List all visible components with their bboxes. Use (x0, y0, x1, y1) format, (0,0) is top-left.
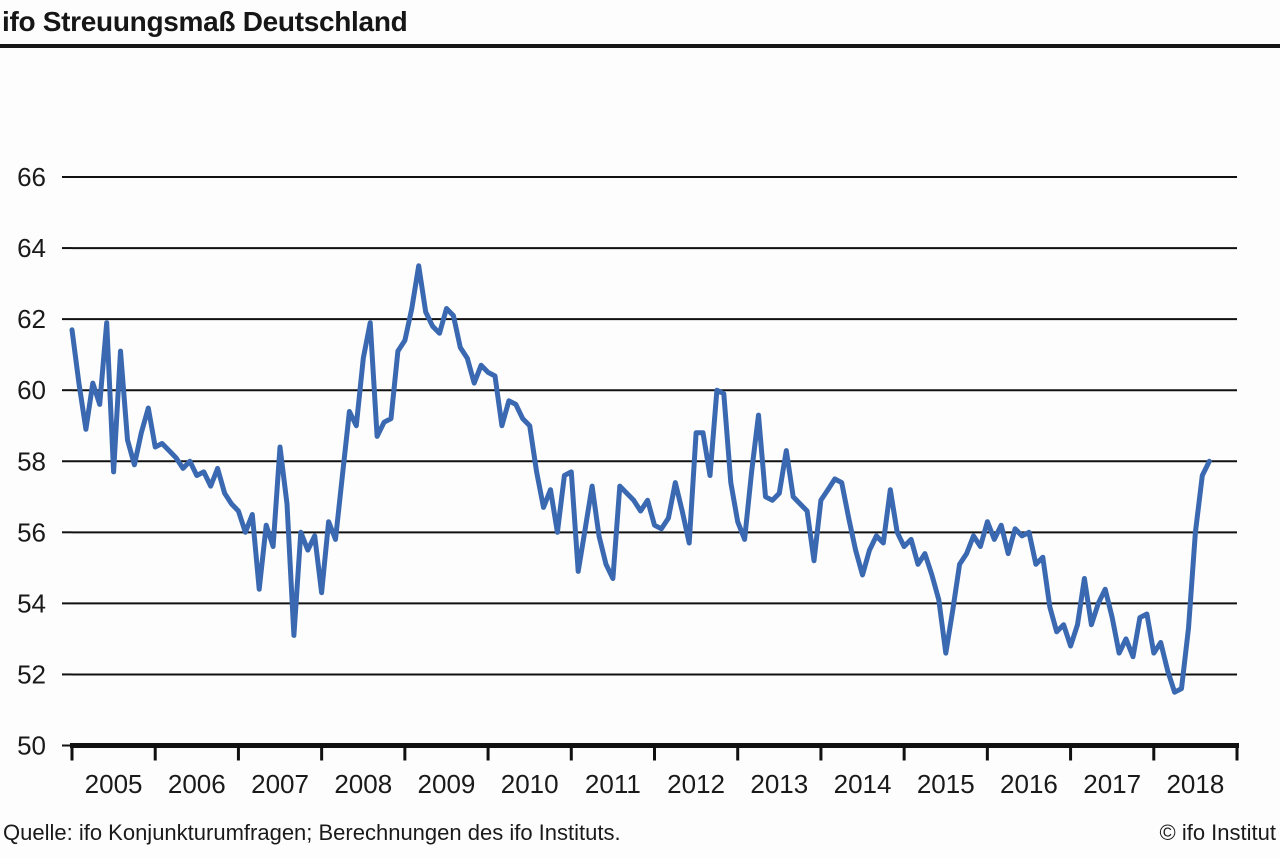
x-tick-label: 2018 (1166, 769, 1224, 799)
x-tick-label: 2010 (501, 769, 559, 799)
y-tick-label: 54 (17, 588, 46, 618)
y-tick-label: 64 (17, 233, 46, 263)
x-tick-label: 2006 (168, 769, 226, 799)
series-line (69, 263, 1212, 695)
x-tick-label: 2007 (251, 769, 309, 799)
x-tick-label: 2008 (334, 769, 392, 799)
copyright-note: © ifo Institut (1159, 820, 1276, 845)
y-tick-label: 56 (17, 517, 46, 547)
title-rule-divider (0, 44, 1280, 48)
x-tick-label: 2012 (667, 769, 725, 799)
x-tick-label: 2005 (85, 769, 143, 799)
x-tick-label: 2017 (1083, 769, 1141, 799)
x-tick-label: 2014 (834, 769, 892, 799)
page-title: ifo Streuungsmaß Deutschland (2, 6, 408, 37)
x-tick-label: 2011 (585, 769, 641, 799)
y-tick-label: 58 (17, 446, 46, 476)
y-tick-label: 52 (17, 659, 46, 689)
x-tick-label: 2015 (917, 769, 975, 799)
y-tick-label: 66 (17, 162, 46, 192)
source-note: Quelle: ifo Konjunkturumfragen; Berechnu… (3, 820, 621, 845)
y-tick-label: 50 (17, 731, 46, 761)
y-tick-label: 62 (17, 304, 46, 334)
y-tick-label: 60 (17, 375, 46, 405)
x-tick-label: 2013 (750, 769, 808, 799)
x-tick-label: 2009 (418, 769, 476, 799)
x-tick-label: 2016 (1000, 769, 1058, 799)
